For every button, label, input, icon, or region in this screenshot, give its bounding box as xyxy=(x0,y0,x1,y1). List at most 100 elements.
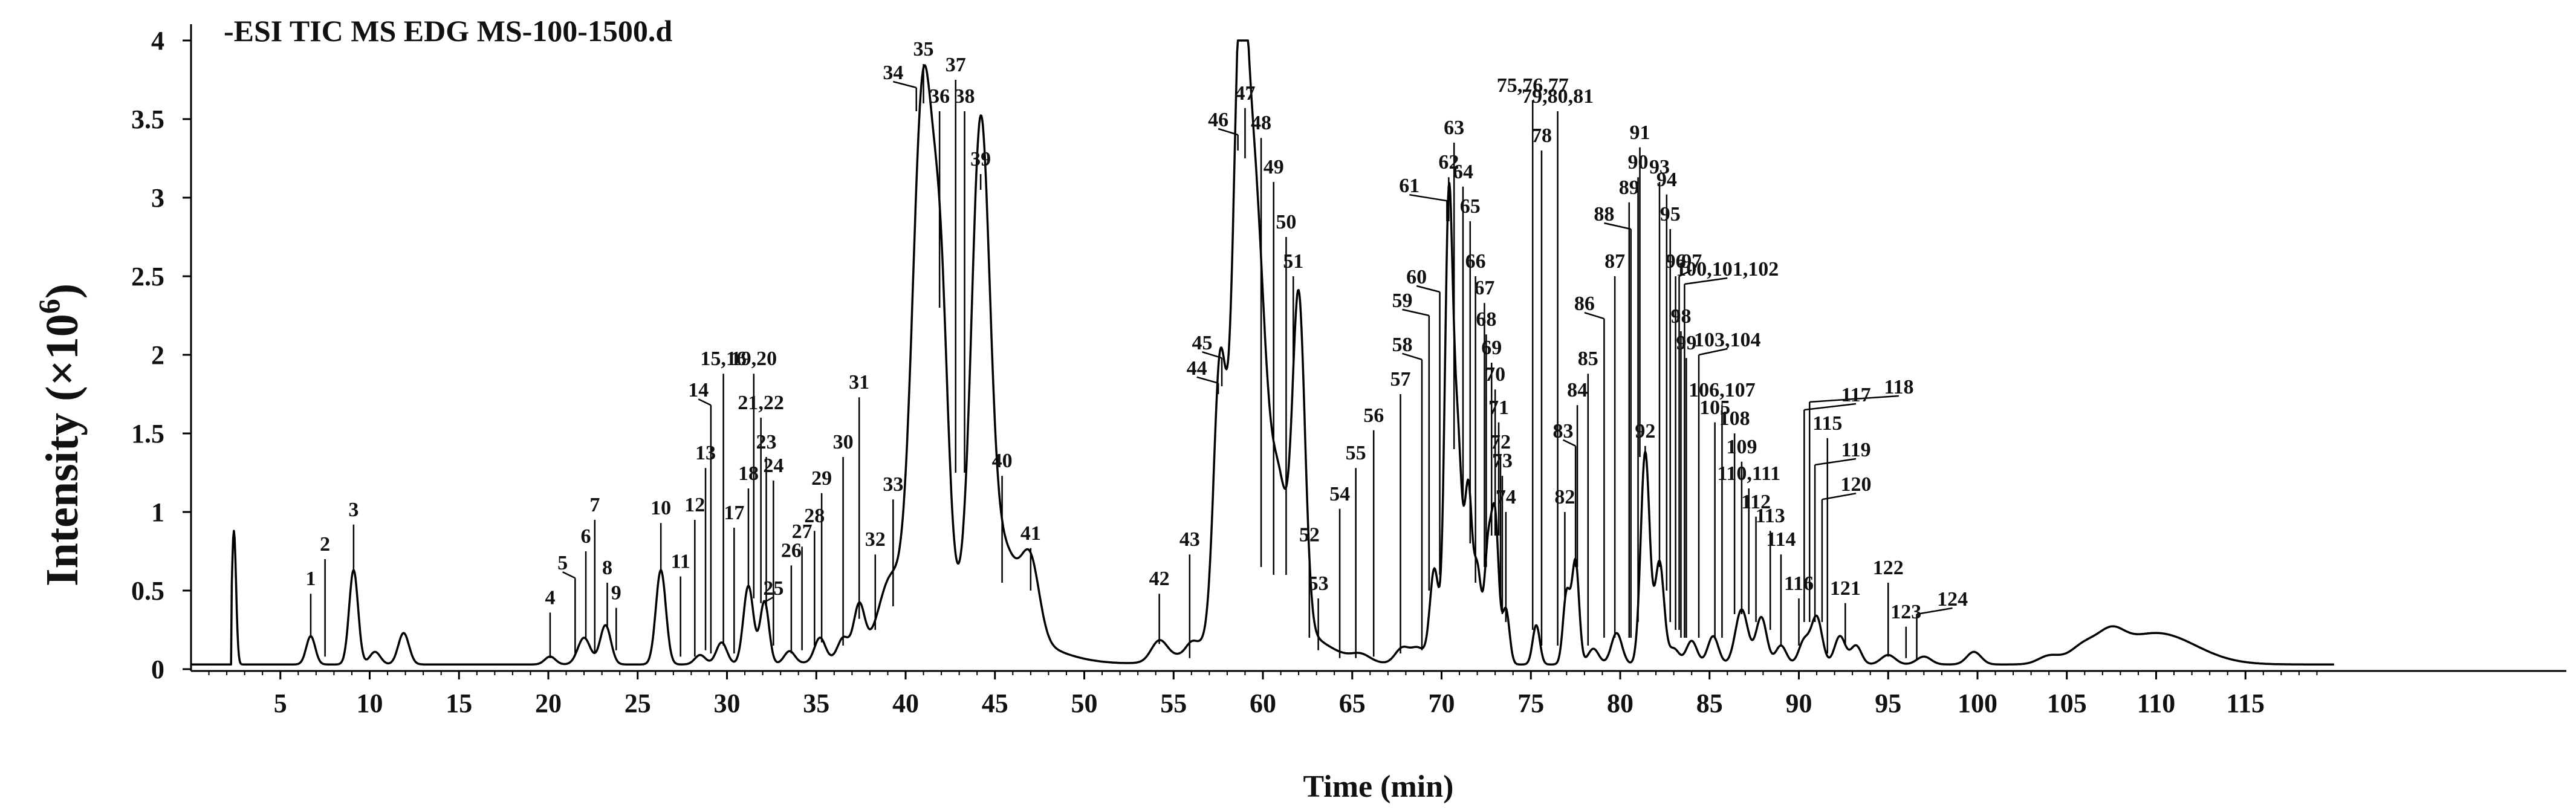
y-axis-title-close: ) xyxy=(37,284,88,299)
peak-label: 46 xyxy=(1208,109,1228,131)
peak-label: 43 xyxy=(1179,528,1200,551)
x-tick-label: 95 xyxy=(1875,688,1901,718)
x-tick-label: 15 xyxy=(446,688,472,718)
peak-leader-elbow xyxy=(1584,312,1604,320)
peak-label: 79,80,81 xyxy=(1522,85,1594,108)
peak-leader-elbow xyxy=(1562,439,1576,447)
peak-label: 118 xyxy=(1884,376,1913,398)
peak-label: 66 xyxy=(1465,250,1486,273)
peak-label: 34 xyxy=(883,62,903,84)
peak-label: 87 xyxy=(1604,250,1625,273)
peak-leader-elbow xyxy=(1684,277,1728,285)
peak-label: 69 xyxy=(1481,337,1502,359)
x-tick-label: 100 xyxy=(1958,688,1997,718)
peak-label-texts: 123456789101112131415,16171819,2021,2223… xyxy=(305,38,1968,623)
peak-label: 63 xyxy=(1444,117,1464,139)
peak-label: 83 xyxy=(1552,420,1573,442)
peak-label: 72 xyxy=(1490,431,1511,453)
peak-label: 89 xyxy=(1619,177,1640,199)
peak-label: 45 xyxy=(1192,332,1213,354)
peak-label: 85 xyxy=(1578,348,1598,370)
peak-label: 58 xyxy=(1392,334,1412,356)
peak-label: 54 xyxy=(1329,483,1350,505)
peak-label: 35 xyxy=(913,38,934,60)
peak-label: 74 xyxy=(1496,486,1516,508)
peak-label: 95 xyxy=(1660,203,1681,225)
peak-label: 78 xyxy=(1531,125,1552,147)
peak-label: 21,22 xyxy=(738,392,784,414)
y-tick-label: 2.5 xyxy=(131,262,164,291)
peak-leader-elbow xyxy=(1604,222,1632,230)
x-tick-label: 5 xyxy=(274,688,287,718)
x-tick-label: 85 xyxy=(1696,688,1723,718)
peak-label: 84 xyxy=(1567,379,1588,401)
y-axis-title-exponent: 6 xyxy=(32,299,66,314)
peak-label: 39 xyxy=(970,148,991,170)
peak-label: 94 xyxy=(1656,169,1677,191)
peak-leader-elbow xyxy=(1678,269,1692,277)
peak-label: 93 xyxy=(1649,156,1670,178)
peak-label: 1 xyxy=(305,568,316,590)
x-tick-label: 55 xyxy=(1160,688,1187,718)
y-tick-label: 4 xyxy=(151,26,164,56)
x-tick-label: 40 xyxy=(892,688,919,718)
peak-label: 51 xyxy=(1283,250,1303,273)
peak-label: 24 xyxy=(763,455,784,477)
peak-label: 6 xyxy=(581,525,591,548)
peak-label: 60 xyxy=(1406,266,1427,288)
x-tick-label: 25 xyxy=(625,688,651,718)
peak-label: 13 xyxy=(695,442,716,464)
x-tick-label: 65 xyxy=(1339,688,1366,718)
peak-label: 90 xyxy=(1628,151,1649,173)
peak-label: 50 xyxy=(1276,211,1296,233)
peak-leader-elbow xyxy=(1804,403,1857,411)
peak-label: 48 xyxy=(1251,112,1271,134)
peak-label: 40 xyxy=(992,450,1013,472)
peak-label: 41 xyxy=(1020,522,1041,545)
peak-label: 5 xyxy=(557,552,568,574)
peak-label: 100,101,102 xyxy=(1676,258,1779,280)
peak-leader-elbow xyxy=(1809,395,1900,403)
y-axis-ticks: 0 0.5 1 1.5 2 2.5 3 3.5 4 xyxy=(131,26,191,684)
peak-label: 62 xyxy=(1438,151,1459,173)
peak-label: 88 xyxy=(1594,203,1614,225)
x-tick-label: 45 xyxy=(982,688,1008,718)
peak-leader-elbow xyxy=(1698,348,1728,356)
peak-label: 32 xyxy=(865,528,886,551)
peak-label: 115 xyxy=(1812,412,1842,435)
peak-label: 33 xyxy=(883,473,903,496)
x-axis-title: Time (min) xyxy=(1303,770,1454,804)
peak-label: 18 xyxy=(738,462,759,485)
peak-label: 10 xyxy=(650,497,671,519)
peak-label: 92 xyxy=(1635,420,1655,442)
peak-label: 123 xyxy=(1890,601,1921,623)
peak-label: 59 xyxy=(1392,290,1412,312)
peak-label: 113 xyxy=(1756,505,1785,527)
peak-label: 116 xyxy=(1784,572,1814,595)
x-axis-ticks: 5 10 15 20 25 30 35 40 45 50 55 60 65 70 75 80 85 90 95 100… xyxy=(208,671,2318,718)
peak-label: 17 xyxy=(724,502,744,524)
peak-label: 122 xyxy=(1873,557,1904,579)
peak-label: 56 xyxy=(1363,404,1384,427)
peak-label: 29 xyxy=(811,467,832,490)
peak-label: 38 xyxy=(955,85,975,108)
peak-label: 120 xyxy=(1841,473,1872,496)
peak-label: 4 xyxy=(545,586,555,609)
peak-label: 103,104 xyxy=(1694,329,1761,351)
peak-label: 25 xyxy=(763,577,784,600)
peak-label: 67 xyxy=(1474,277,1494,299)
peak-label: 47 xyxy=(1234,82,1255,105)
peak-label: 108 xyxy=(1719,407,1750,430)
peak-label: 97 xyxy=(1681,250,1702,273)
x-tick-label: 20 xyxy=(535,688,562,718)
peak-leader-elbow xyxy=(1814,458,1857,466)
peak-label: 82 xyxy=(1554,486,1575,508)
peak-label: 86 xyxy=(1574,293,1595,315)
peak-label: 124 xyxy=(1937,588,1968,611)
peak-leader-elbow xyxy=(1409,193,1447,202)
peak-label: 9 xyxy=(611,582,621,604)
peak-label: 15,16 xyxy=(700,348,747,370)
x-tick-label: 105 xyxy=(2047,688,2087,718)
